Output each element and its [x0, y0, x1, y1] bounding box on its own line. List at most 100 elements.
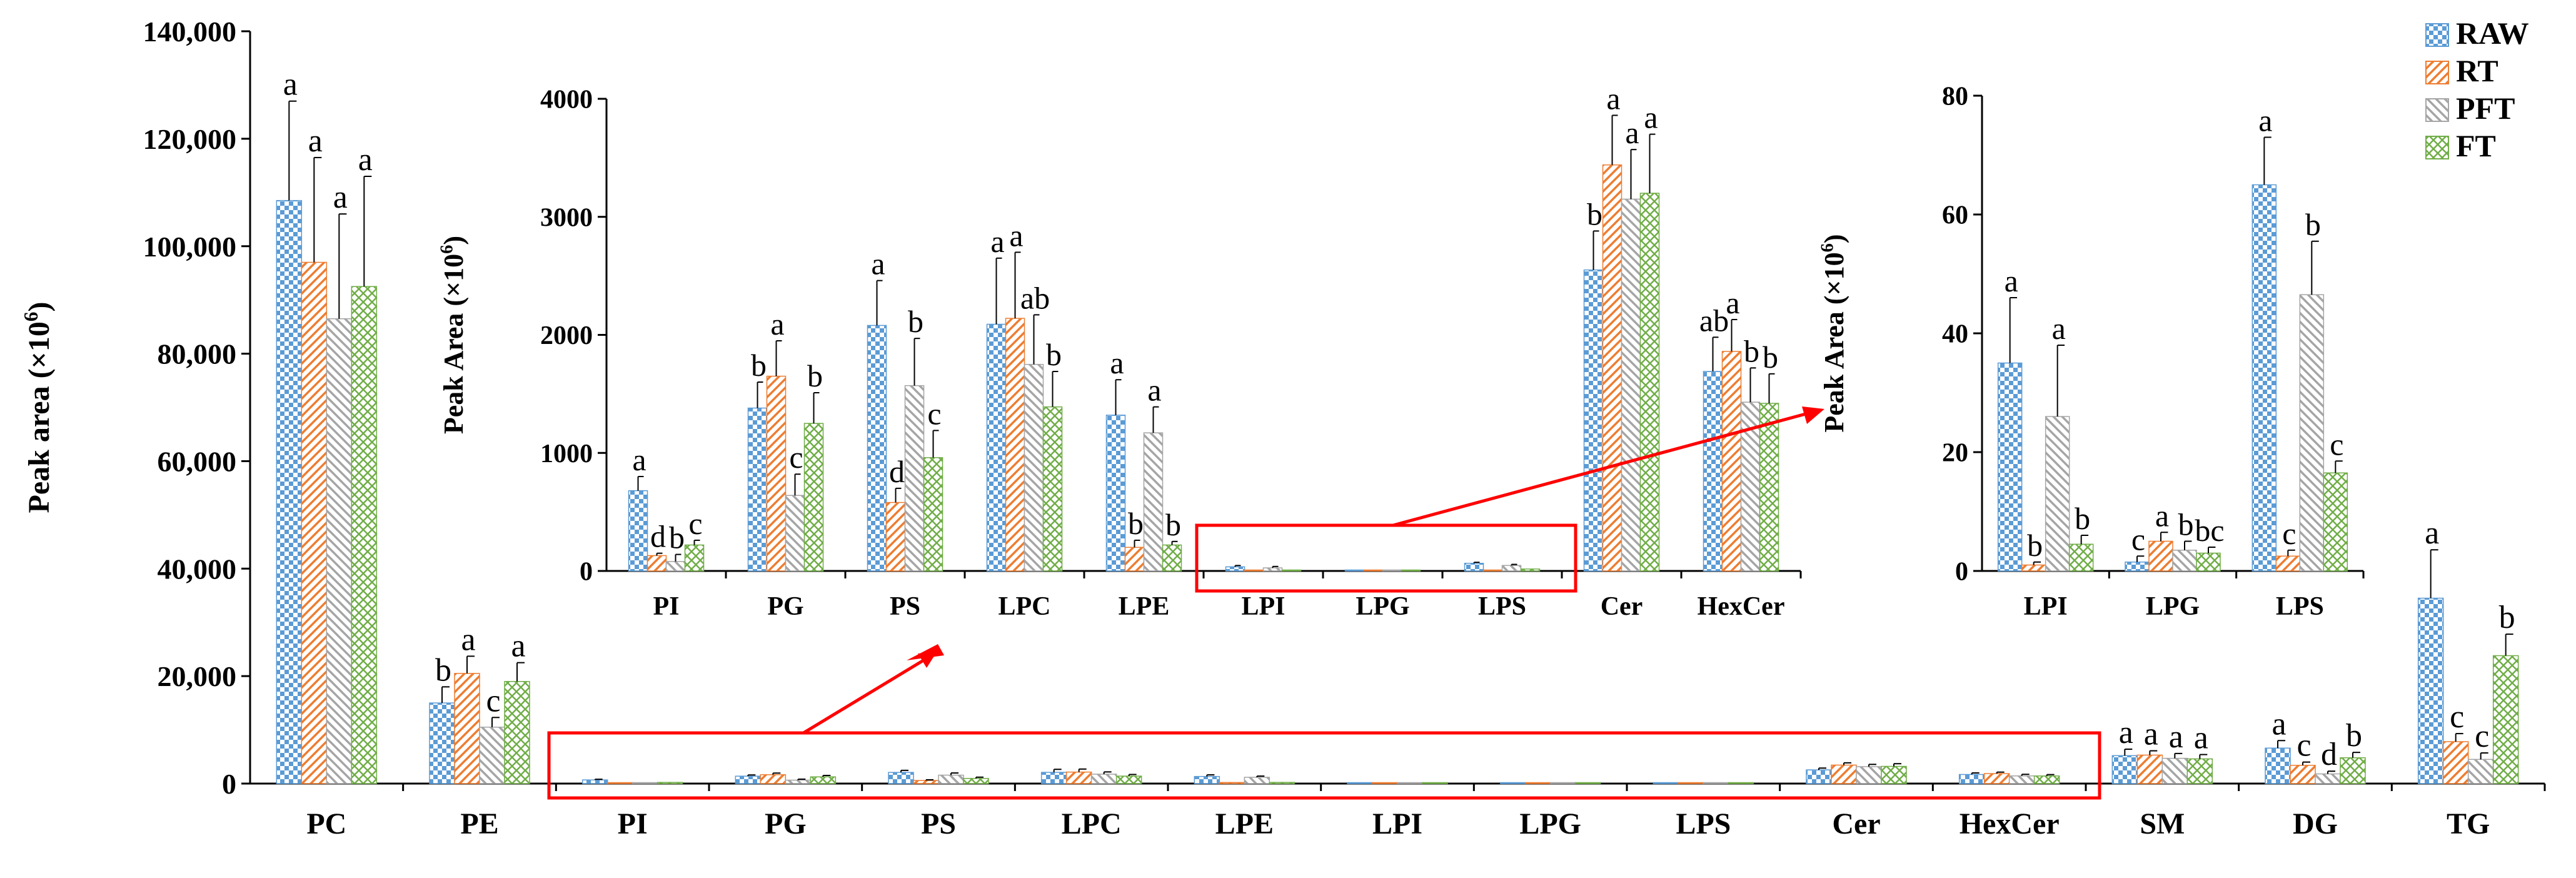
- y-tick-label: 0: [1955, 558, 1968, 587]
- y-tick-label: 3000: [540, 203, 593, 232]
- bar-FT-LPG: [2196, 552, 2221, 572]
- sig-letter-FT-PC: a: [358, 142, 373, 178]
- bar-RT-LPC: [1005, 318, 1025, 572]
- x-category-label: LPS: [2276, 592, 2324, 621]
- sig-letter-RAW-LPC: a: [990, 224, 1004, 259]
- x-category-label: Cer: [1601, 592, 1643, 621]
- sig-letter-RAW-PG: b: [751, 348, 767, 383]
- sig-letter-PFT-LPC: ab: [1020, 280, 1050, 315]
- arrow-head: [907, 644, 944, 660]
- sig-letter-RAW-PE: b: [435, 652, 451, 688]
- x-category-label: PS: [890, 592, 920, 621]
- sig-letter-PFT-PI: b: [669, 520, 685, 555]
- x-category-label: DG: [2293, 807, 2338, 840]
- bar-PFT-PI: [665, 561, 686, 572]
- x-category-label: PG: [765, 807, 807, 840]
- x-category-label: LPI: [2024, 592, 2068, 621]
- bar-RAW-LPI: [1225, 566, 1245, 572]
- sig-letter-RT-SM: a: [2144, 717, 2158, 752]
- bar-RAW-LPS: [2251, 184, 2277, 572]
- bar-RAW-PS: [867, 325, 887, 572]
- bar-RAW-Cer: [1806, 769, 1832, 784]
- sig-letter-PFT-DG: d: [2321, 737, 2337, 772]
- bar-RAW-LPC: [1040, 772, 1067, 784]
- sig-letter-PFT-Cer: a: [1625, 115, 1639, 150]
- bar-FT-PG: [803, 423, 824, 572]
- sig-letter-PFT-LPS: b: [2305, 207, 2321, 242]
- bar-RAW-LPG: [1499, 782, 1526, 784]
- x-category-label: LPC: [1062, 807, 1122, 840]
- highlight-box-main: [547, 731, 2101, 800]
- sig-letter-RT-PI: d: [650, 519, 666, 554]
- bar-PFT-HexCer: [2008, 775, 2035, 784]
- x-category-label: PC: [306, 807, 346, 840]
- main-chart: 0 20,000 40,000 60,000 80,000 100,000 120,000 1…: [20, 16, 2546, 840]
- y-tick-label: 60: [1942, 201, 1968, 230]
- x-category-label: LPG: [2146, 592, 2200, 621]
- bar-PFT-PG: [785, 495, 805, 572]
- sig-letter-RAW-TG: a: [2425, 515, 2439, 551]
- bar-PFT-Cer: [1856, 766, 1882, 784]
- sig-letter-RT-HexCer: a: [1726, 285, 1739, 320]
- bar-RAW-PE: [429, 702, 455, 784]
- x-category-label: LPC: [999, 592, 1051, 621]
- bar-RT-LPG: [1524, 782, 1551, 784]
- x-category-label: LPG: [1519, 807, 1581, 840]
- bar-RT-LPS: [2275, 555, 2301, 572]
- bar-FT-LPI: [1281, 569, 1302, 572]
- sig-letter-RT-PC: a: [308, 123, 323, 159]
- bar-RT-LPI: [1244, 569, 1264, 572]
- bar-FT-LPS: [1520, 568, 1541, 572]
- sig-letter-FT-HexCer: b: [1763, 340, 1778, 375]
- bar-RT-PI: [606, 782, 633, 784]
- sig-letter-RAW-LPE: a: [1110, 345, 1124, 380]
- bar-FT-LPS: [2323, 472, 2348, 572]
- sig-letter-FT-LPS: c: [2330, 426, 2343, 462]
- bar-RT-LPE: [1219, 782, 1245, 784]
- sig-letter-RT-PG: a: [770, 306, 784, 341]
- x-category-label: PG: [767, 592, 803, 621]
- bar-RT-LPS: [1482, 569, 1503, 572]
- sig-letter-PFT-LPG: b: [2178, 507, 2194, 542]
- legend-label-RT: RT: [2456, 53, 2498, 88]
- sig-letter-RAW-HexCer: ab: [1699, 303, 1729, 338]
- bar-FT-LPI: [2068, 543, 2094, 572]
- sig-letter-PFT-HexCer: b: [1744, 333, 1759, 368]
- bar-RT-DG: [2290, 765, 2316, 784]
- y-tick-label: 120,000: [143, 123, 237, 155]
- sig-letter-FT-LPI: b: [2075, 501, 2090, 536]
- bar-RT-HexCer: [1721, 351, 1742, 572]
- bar-FT-PS: [963, 778, 989, 784]
- sig-letter-RT-LPI: b: [2027, 528, 2043, 563]
- bar-FT-PS: [923, 457, 943, 572]
- bar-PFT-PS: [938, 774, 964, 784]
- y-tick-label: 80: [1942, 83, 1968, 111]
- bar-FT-LPG: [1574, 782, 1601, 784]
- bar-RAW-LPS: [1464, 562, 1484, 572]
- bar-FT-DG: [2340, 757, 2366, 784]
- bar-FT-Cer: [1639, 193, 1660, 572]
- bar-RT-PE: [454, 673, 480, 784]
- bar-RAW-SM: [2111, 755, 2138, 784]
- bar-RT-LPS: [1678, 782, 1704, 784]
- bar-FT-PI: [684, 544, 705, 572]
- sig-letter-PFT-PG: c: [789, 440, 803, 475]
- x-category-label: HexCer: [1960, 807, 2060, 840]
- bar-PFT-TG: [2467, 759, 2494, 784]
- sig-letter-PFT-LPE: a: [1147, 373, 1161, 408]
- bar-RT-PS: [913, 780, 939, 784]
- sig-letter-FT-PS: c: [927, 396, 941, 431]
- y-tick-label: 4000: [540, 86, 593, 114]
- sig-letter-FT-LPG: bc: [2195, 513, 2224, 548]
- bar-PFT-LPS: [2299, 294, 2325, 572]
- bar-FT-HexCer: [1759, 403, 1779, 572]
- bar-RAW-PI: [628, 490, 648, 572]
- bar-FT-Cer: [1881, 765, 1907, 784]
- bar-RAW-HexCer: [1703, 371, 1723, 572]
- x-category-label: PS: [921, 807, 956, 840]
- bar-RAW-LPS: [1653, 782, 1679, 784]
- x-category-label: PI: [653, 592, 680, 621]
- bar-RT-PG: [760, 774, 787, 784]
